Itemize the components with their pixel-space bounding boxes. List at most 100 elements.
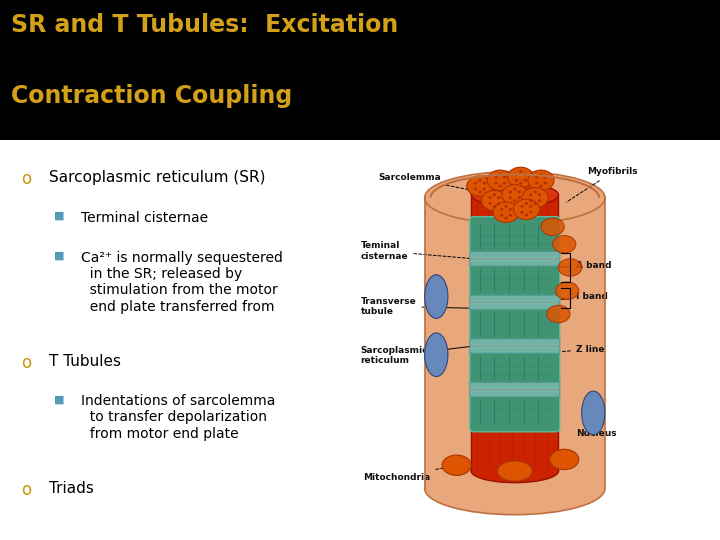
Ellipse shape: [518, 196, 521, 199]
FancyBboxPatch shape: [469, 252, 560, 266]
Text: ■: ■: [54, 211, 65, 221]
Ellipse shape: [467, 176, 493, 196]
Ellipse shape: [497, 196, 500, 199]
Ellipse shape: [488, 202, 492, 205]
Text: Z line: Z line: [561, 345, 604, 354]
Ellipse shape: [535, 176, 539, 179]
Ellipse shape: [513, 187, 516, 191]
Ellipse shape: [504, 205, 508, 208]
Ellipse shape: [529, 205, 533, 208]
Ellipse shape: [498, 185, 502, 187]
Ellipse shape: [498, 173, 502, 176]
Ellipse shape: [534, 202, 537, 205]
Ellipse shape: [494, 176, 498, 179]
Ellipse shape: [442, 455, 471, 475]
Polygon shape: [425, 192, 436, 489]
Ellipse shape: [522, 187, 548, 208]
Ellipse shape: [471, 460, 559, 483]
Ellipse shape: [492, 193, 496, 196]
Ellipse shape: [509, 196, 512, 199]
Ellipse shape: [535, 182, 539, 185]
Text: Indentations of sarcolemma
  to transfer depolarization
  from motor end plate: Indentations of sarcolemma to transfer d…: [81, 394, 276, 441]
FancyBboxPatch shape: [469, 217, 560, 258]
Ellipse shape: [519, 182, 523, 185]
Ellipse shape: [482, 187, 486, 191]
Ellipse shape: [502, 185, 528, 205]
Text: o: o: [22, 481, 32, 498]
Ellipse shape: [425, 275, 448, 319]
Ellipse shape: [515, 173, 518, 176]
Ellipse shape: [538, 193, 541, 196]
Ellipse shape: [494, 182, 498, 185]
Ellipse shape: [518, 191, 521, 193]
Ellipse shape: [519, 170, 523, 173]
Ellipse shape: [503, 176, 506, 179]
Ellipse shape: [471, 183, 559, 206]
Bar: [425, 198, 605, 489]
Ellipse shape: [544, 176, 547, 179]
Ellipse shape: [538, 199, 541, 202]
Ellipse shape: [515, 179, 518, 182]
Ellipse shape: [521, 211, 524, 214]
Ellipse shape: [541, 218, 564, 235]
FancyBboxPatch shape: [469, 391, 560, 432]
Text: Transverse
tubule: Transverse tubule: [361, 296, 469, 316]
Text: Mitochondria: Mitochondria: [364, 463, 469, 482]
Ellipse shape: [488, 196, 492, 199]
FancyBboxPatch shape: [469, 339, 560, 353]
Ellipse shape: [546, 305, 570, 323]
Text: Myofibrils: Myofibrils: [567, 167, 638, 202]
Ellipse shape: [474, 187, 477, 191]
Text: Sarcoplasmic reticulum (SR): Sarcoplasmic reticulum (SR): [49, 170, 266, 185]
Ellipse shape: [482, 191, 508, 211]
Ellipse shape: [493, 202, 519, 222]
Ellipse shape: [509, 191, 512, 193]
Ellipse shape: [513, 199, 539, 220]
Text: Sarcolemma: Sarcolemma: [378, 173, 477, 191]
Ellipse shape: [498, 461, 532, 481]
Text: Ca²⁺ is normally sequestered
  in the SR; released by
  stimulation from the mot: Ca²⁺ is normally sequestered in the SR; …: [81, 251, 283, 314]
Ellipse shape: [529, 199, 533, 202]
Ellipse shape: [534, 191, 537, 193]
Text: o: o: [22, 354, 32, 372]
Ellipse shape: [529, 193, 533, 196]
Bar: [0, 0, 720, 140]
FancyBboxPatch shape: [469, 382, 560, 397]
Ellipse shape: [509, 214, 512, 217]
Ellipse shape: [513, 199, 516, 202]
Text: Contraction Coupling: Contraction Coupling: [11, 84, 292, 107]
Ellipse shape: [528, 170, 554, 191]
Text: ■: ■: [54, 251, 65, 261]
Text: ■: ■: [54, 394, 65, 404]
FancyBboxPatch shape: [469, 304, 560, 345]
Polygon shape: [593, 192, 605, 489]
Text: I band: I band: [561, 293, 608, 301]
Ellipse shape: [500, 214, 503, 217]
FancyBboxPatch shape: [469, 260, 560, 301]
Ellipse shape: [425, 172, 605, 224]
Ellipse shape: [559, 259, 582, 276]
Ellipse shape: [487, 170, 513, 191]
Text: SR and T Tubules:  Excitation: SR and T Tubules: Excitation: [11, 14, 398, 37]
Ellipse shape: [503, 182, 506, 185]
Text: T Tubules: T Tubules: [49, 354, 121, 369]
Ellipse shape: [553, 235, 576, 253]
Ellipse shape: [525, 214, 528, 217]
FancyBboxPatch shape: [469, 347, 560, 388]
Ellipse shape: [478, 191, 482, 193]
Ellipse shape: [523, 173, 527, 176]
Text: Teminal
cisternae: Teminal cisternae: [361, 241, 472, 261]
Ellipse shape: [544, 182, 547, 185]
Ellipse shape: [508, 167, 534, 187]
Ellipse shape: [497, 202, 500, 205]
Ellipse shape: [539, 185, 543, 187]
Ellipse shape: [492, 205, 496, 208]
Bar: [471, 195, 559, 471]
FancyBboxPatch shape: [469, 295, 560, 309]
Ellipse shape: [509, 208, 512, 211]
Ellipse shape: [478, 179, 482, 182]
Text: Nucleus: Nucleus: [576, 421, 616, 438]
Ellipse shape: [504, 217, 508, 220]
Ellipse shape: [582, 391, 605, 435]
Text: A band: A band: [561, 260, 611, 269]
